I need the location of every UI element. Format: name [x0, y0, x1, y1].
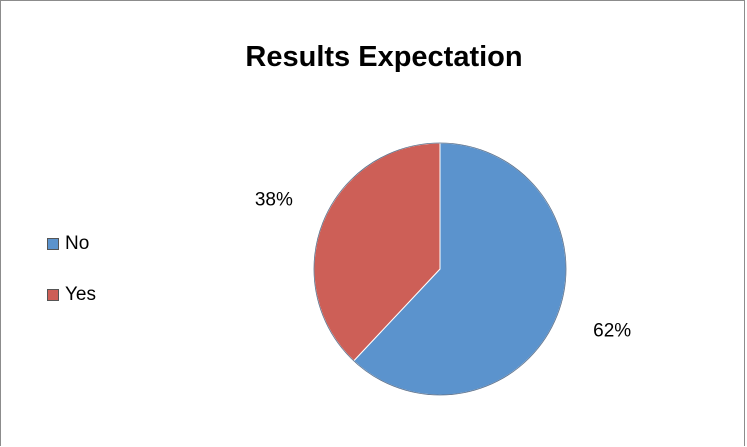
legend-swatch-no	[47, 238, 59, 250]
legend-swatch-yes	[47, 289, 59, 301]
data-label-yes: 38%	[255, 189, 293, 210]
data-label-no: 62%	[593, 321, 631, 342]
chart-title: Results Expectation	[245, 41, 523, 73]
legend-label-yes: Yes	[65, 284, 96, 305]
legend-label-no: No	[65, 233, 90, 254]
pie-outline	[313, 142, 567, 396]
